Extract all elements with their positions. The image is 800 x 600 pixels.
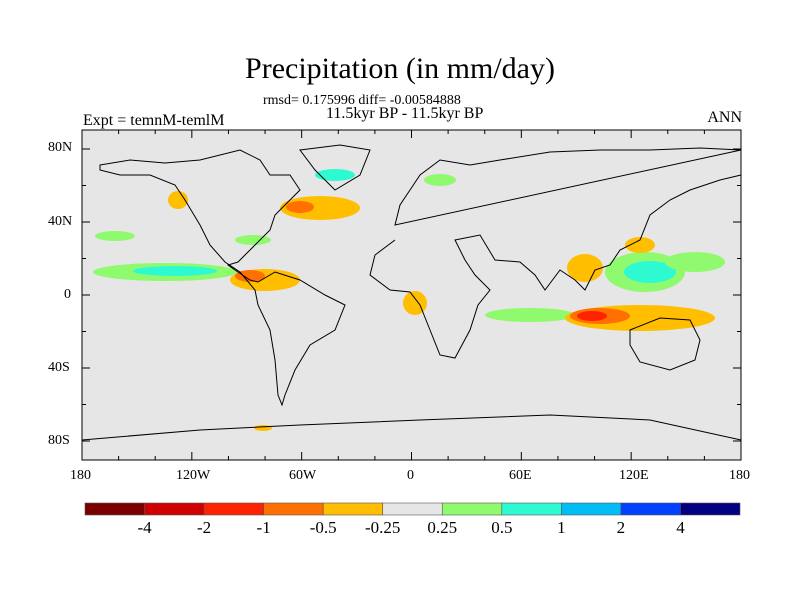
orange-anomaly [567,254,603,282]
colorbar-swatch [144,502,205,516]
experiment-label: Expt = temnM-temlM [83,112,225,129]
lat-tick: 80S [48,433,70,448]
lon-tick: 180 [729,468,750,483]
australia-coast [629,317,701,371]
green-anomaly [95,231,135,241]
coastlines [81,144,742,441]
colorbar-label: -2 [196,518,212,537]
green-anomaly [235,235,271,245]
colorbar-swatch [620,502,681,516]
green-anomaly [665,252,725,272]
colorbar-swatch [501,502,562,516]
colorbar-swatch [680,502,741,516]
season-label: ANN [707,109,742,126]
stats-text: rmsd= 0.175996 diff= -0.00584888 [263,93,461,108]
colorbar-label: -0.25 [365,518,401,537]
lat-tick: 0 [64,287,71,302]
colorbar-label: -1 [256,518,271,537]
colorbar [84,502,741,516]
orange-anomaly [625,237,655,253]
colorbar-swatch [322,502,384,516]
lon-tick: 60W [289,468,317,483]
green-anomaly [424,174,456,186]
green-anomaly [485,308,575,322]
lon-tick: 60E [509,468,532,483]
americas-coast [99,149,346,407]
orange-anomaly [254,425,272,431]
lon-tick: 120W [176,468,211,483]
antarctica-coast [81,414,742,441]
anomaly-fields [93,169,725,431]
orange-anomaly [403,291,427,315]
orange-anomaly [235,270,265,282]
lat-tick: 40N [48,214,73,229]
colorbar-swatch [263,502,324,516]
colorbar-label: 0.5 [491,518,513,537]
colorbar-label: 0.25 [427,518,458,537]
lon-tick: 0 [407,468,414,483]
colorbar-label: -0.5 [309,518,337,537]
colorbar-swatch [561,502,622,516]
lat-tick: 80N [48,140,73,155]
cyan-anomaly [133,266,217,276]
cyan-anomaly [624,261,676,283]
colorbar-label: 1 [557,518,566,537]
lon-tick: 180 [70,468,91,483]
plot-title: Precipitation (in mm/day) [245,52,555,85]
orange-anomaly [168,191,188,209]
colorbar-swatch [203,502,264,516]
afro-eurasia-coast [369,147,742,359]
colorbar-label: 2 [616,518,626,537]
red-anomaly [577,311,607,321]
lon-tick: 120E [619,468,649,483]
colorbar-swatch [84,502,145,516]
colorbar-label: 4 [676,518,685,537]
period-text: 11.5kyr BP - 11.5kyr BP [326,105,484,122]
greenland-coast [299,144,371,191]
cyan-anomaly [315,169,355,181]
axis-ticks [81,130,742,460]
orange-anomaly [286,201,314,213]
lat-tick: 40S [48,360,70,375]
colorbar-label: -4 [137,518,152,537]
colorbar-swatch [441,502,503,516]
colorbar-swatch [382,502,443,516]
